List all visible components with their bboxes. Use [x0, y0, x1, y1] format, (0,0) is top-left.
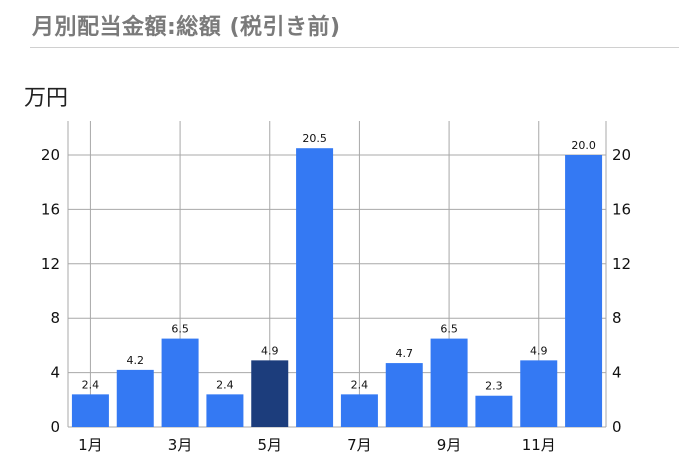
bar-2月[interactable] [116, 369, 154, 427]
bars-layer [71, 148, 603, 427]
bar-value-label: 2.4 [351, 378, 369, 391]
bar-value-label: 6.5 [171, 323, 189, 336]
bar-9月[interactable] [430, 338, 468, 427]
bar-value-label: 2.3 [485, 380, 503, 393]
axis-layer: 0 0 4 4 8 8 12 12 16 16 20 20 1月 3月 5月 7月 9月 11月 [41, 146, 631, 454]
bar-value-label: 2.4 [216, 378, 234, 391]
y-tick-label-right: 0 [612, 418, 622, 436]
bar-12月[interactable] [565, 155, 603, 427]
y-tick-label-left: 16 [41, 200, 60, 218]
y-tick-label-right: 4 [612, 364, 622, 382]
bar-value-label: 2.4 [82, 378, 100, 391]
y-tick-label-right: 12 [612, 255, 631, 273]
bar-10月[interactable] [475, 395, 513, 427]
bar-value-label: 20.0 [571, 139, 596, 152]
bar-1月[interactable] [71, 394, 109, 427]
y-tick-label-left: 20 [41, 146, 60, 164]
x-tick-label: 5月 [257, 436, 282, 454]
page-title: 月別配当金額:総額 (税引き前) [32, 15, 341, 40]
bar-value-label: 4.9 [261, 344, 279, 357]
x-tick-label: 3月 [168, 436, 193, 454]
y-tick-label-right: 16 [612, 200, 631, 218]
x-tick-label: 7月 [347, 436, 372, 454]
bar-11月[interactable] [520, 360, 558, 427]
x-tick-label: 9月 [437, 436, 462, 454]
x-tick-label: 1月 [78, 436, 103, 454]
labels-layer: 2.4 4.2 6.5 2.4 4.9 20.5 2.4 4.7 6.5 2.3 4.9 20.0 [82, 132, 596, 393]
bar-3月[interactable] [161, 338, 199, 427]
bar-value-label: 4.9 [530, 344, 548, 357]
bar-6月[interactable] [296, 148, 334, 427]
y-tick-label-left: 8 [50, 309, 60, 327]
y-axis-unit-label: 万円 [24, 86, 69, 111]
bar-4月[interactable] [206, 394, 244, 427]
bar-value-label: 20.5 [302, 132, 327, 145]
bar-value-label: 6.5 [440, 323, 458, 336]
y-tick-label-right: 20 [612, 146, 631, 164]
bar-value-label: 4.2 [127, 354, 145, 367]
bar-7月[interactable] [340, 394, 378, 427]
y-tick-label-right: 8 [612, 309, 622, 327]
x-tick-label: 11月 [522, 436, 556, 454]
y-tick-label-left: 12 [41, 255, 60, 273]
bar-5月[interactable] [251, 360, 289, 427]
title-divider [30, 47, 679, 48]
y-tick-label-left: 4 [50, 364, 60, 382]
y-tick-label-left: 0 [50, 418, 60, 436]
bar-8月[interactable] [385, 363, 423, 427]
grid-layer [67, 121, 607, 428]
bar-value-label: 4.7 [396, 347, 414, 360]
